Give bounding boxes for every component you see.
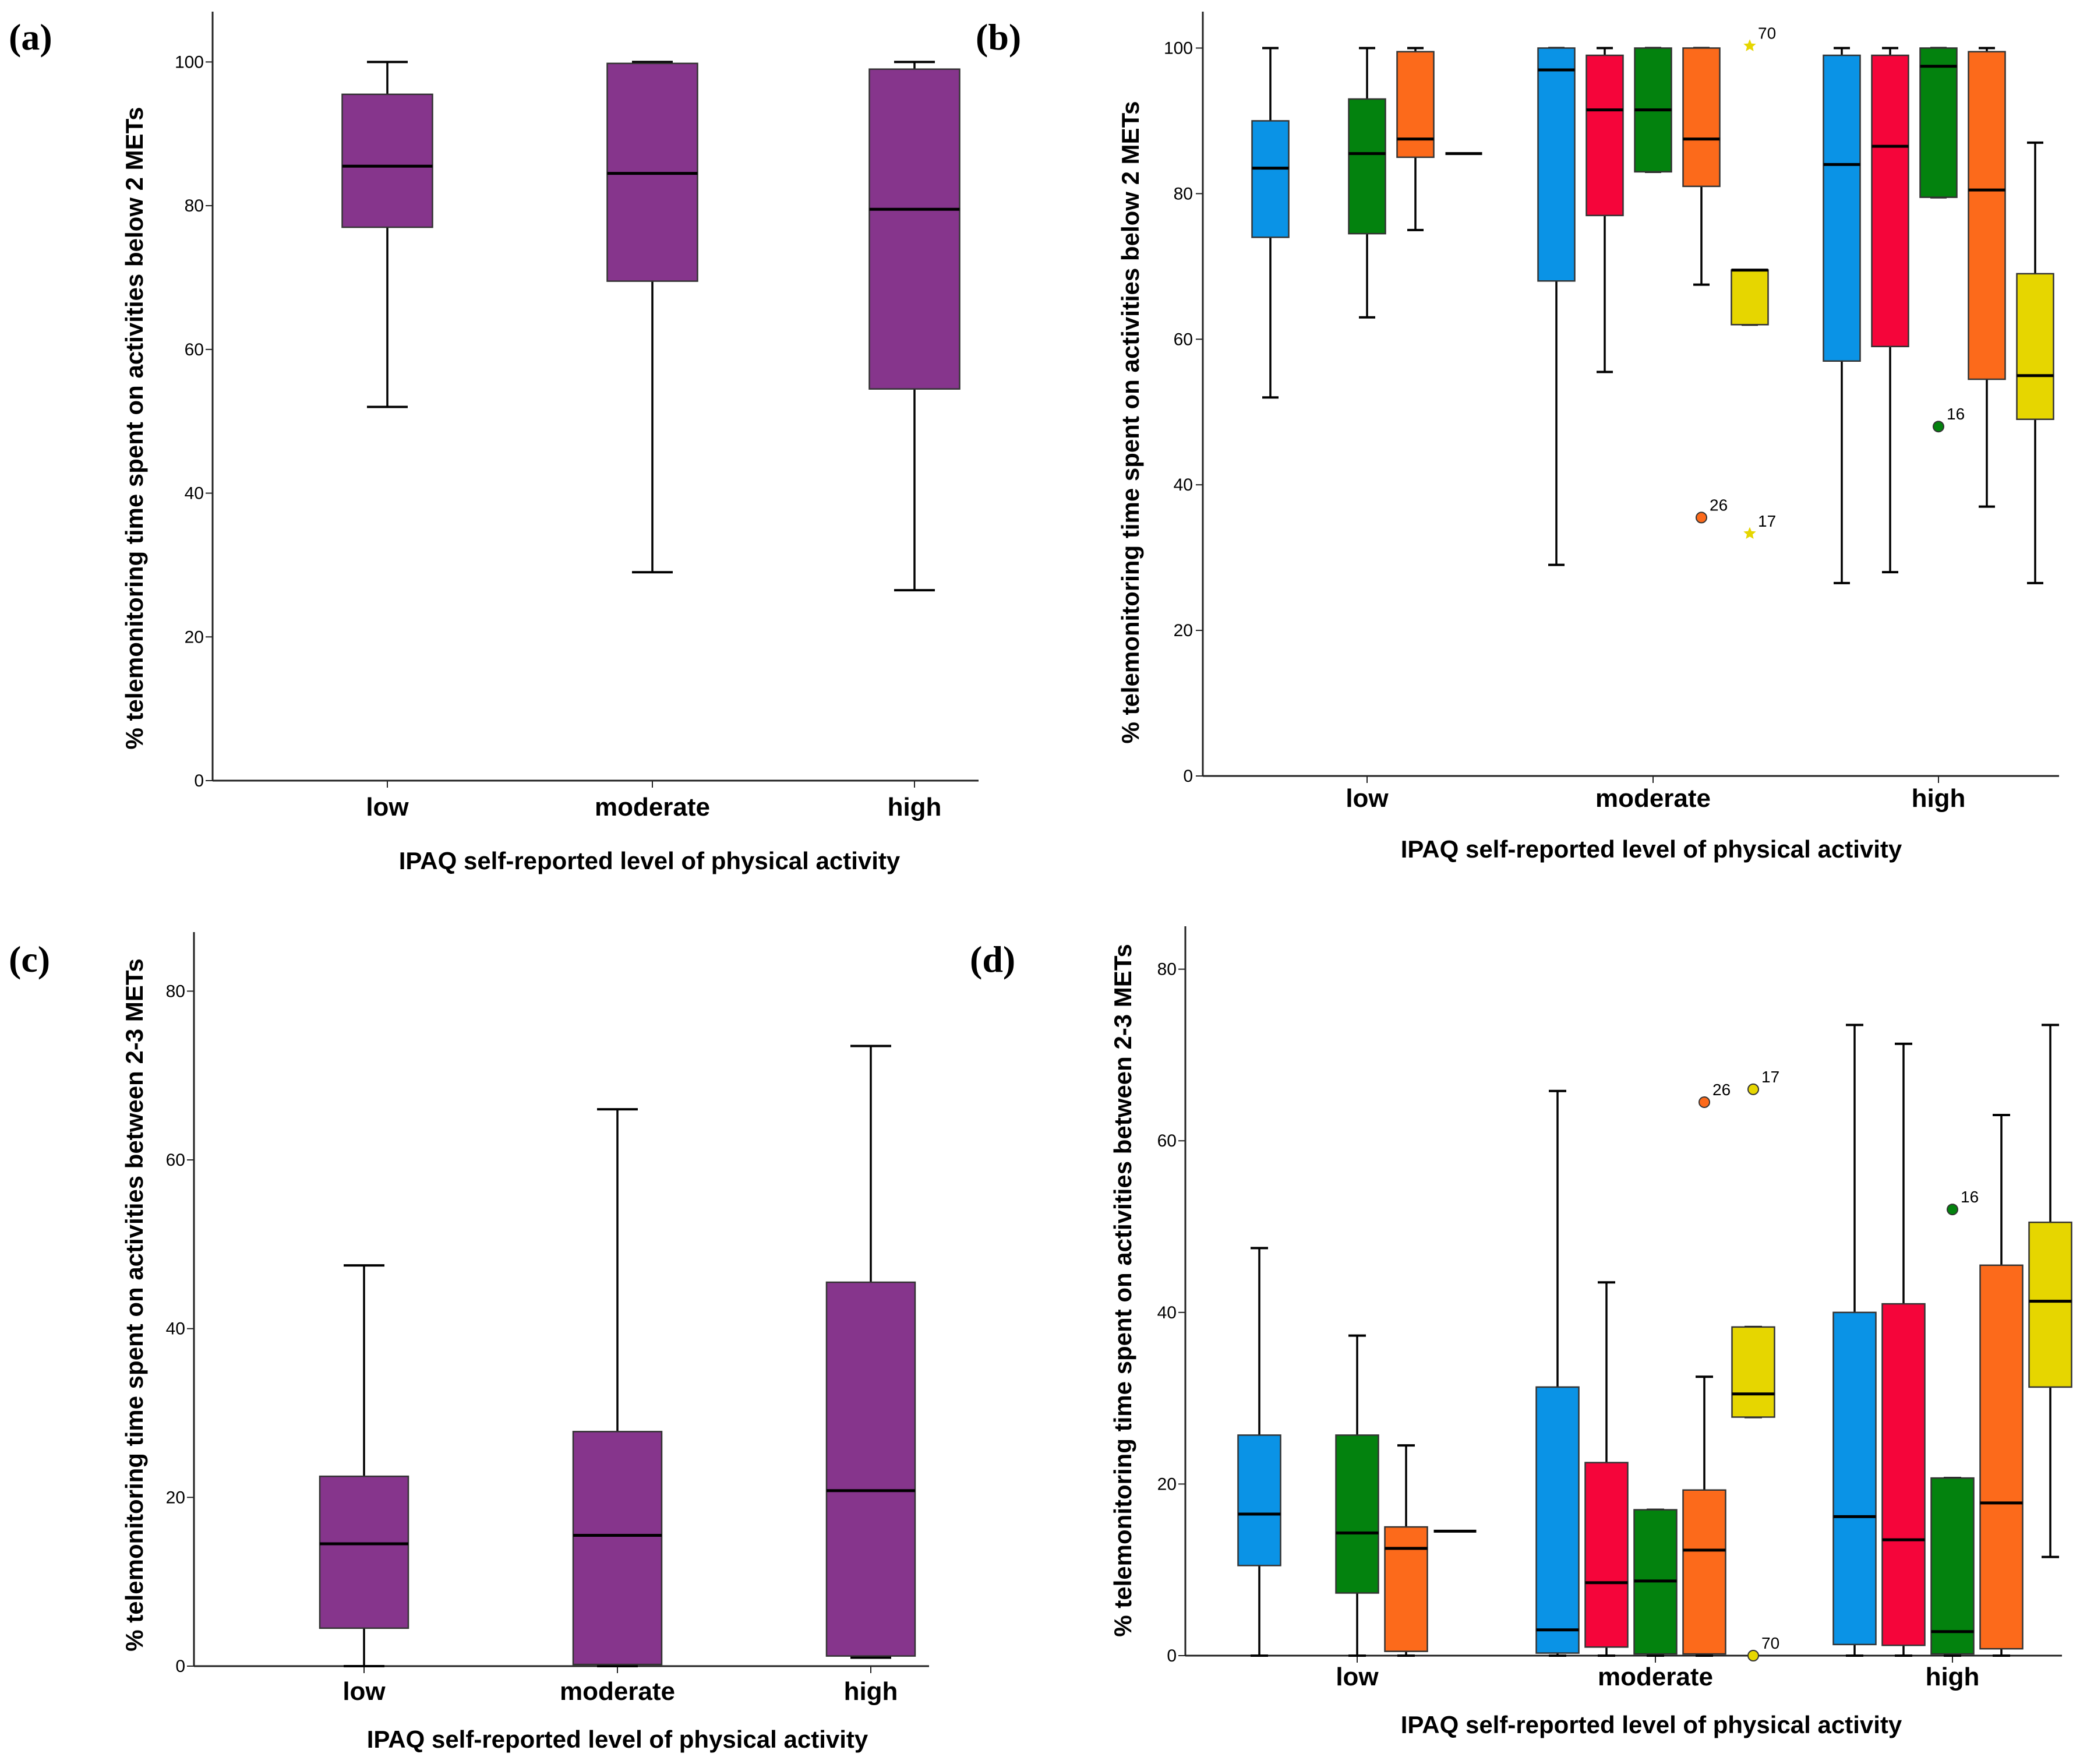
- y-tick-label: 80: [1174, 184, 1193, 203]
- box-orange: [1968, 51, 2006, 380]
- outlier-label: 17: [1758, 512, 1776, 530]
- y-tick-label: 60: [1174, 330, 1193, 349]
- box-purple: [572, 1431, 663, 1666]
- box-red: [1585, 54, 1624, 217]
- x-axis-title-b: IPAQ self-reported level of physical act…: [1401, 835, 1902, 863]
- y-tick-label: 60: [166, 1151, 185, 1170]
- outlier-point: [1747, 1650, 1759, 1661]
- box-red: [1584, 1462, 1629, 1648]
- box-blue: [1832, 1311, 1877, 1646]
- y-tick-label: 40: [1157, 1303, 1177, 1322]
- x-category-label: moderate: [560, 1677, 675, 1706]
- x-axis-title-d: IPAQ self-reported level of physical act…: [1401, 1711, 1902, 1738]
- y-tick-label: 40: [185, 484, 204, 503]
- outlier-label: 17: [1761, 1068, 1779, 1086]
- outlier-star: [1743, 527, 1756, 539]
- box-red: [1871, 54, 1909, 348]
- x-category-label: high: [1926, 1663, 1980, 1691]
- outlier-point: [1698, 1096, 1710, 1108]
- box-green: [1930, 1477, 1975, 1655]
- outlier-label: 16: [1961, 1188, 1979, 1206]
- outlier-label: 26: [1710, 496, 1728, 514]
- y-tick-label: 20: [185, 627, 204, 647]
- box-red: [1881, 1303, 1926, 1646]
- y-axis-title-b: % telemonitoring time spent on activitie…: [1117, 101, 1144, 743]
- box-blue: [1237, 1434, 1281, 1567]
- y-tick-label: 80: [166, 982, 185, 1001]
- box-green: [1335, 1434, 1379, 1594]
- box-orange: [1682, 1489, 1726, 1655]
- box-orange: [1979, 1264, 2024, 1650]
- y-tick-label: 80: [1157, 960, 1177, 979]
- x-axis-title-c: IPAQ self-reported level of physical act…: [367, 1726, 868, 1753]
- y-tick-label: 100: [1164, 38, 1193, 58]
- x-category-label: low: [1336, 1663, 1379, 1691]
- panel-d: (d) % telemonitoring time spent on activ…: [970, 926, 2072, 1738]
- panel-label-b: (b): [976, 16, 1021, 58]
- box-yellow: [2016, 273, 2054, 420]
- box-orange: [1682, 47, 1721, 188]
- y-axis-title-a: % telemonitoring time spent on activitie…: [121, 107, 148, 749]
- outlier-label: 70: [1761, 1634, 1779, 1652]
- box-blue: [1535, 1386, 1580, 1654]
- box-purple: [868, 68, 961, 390]
- x-category-label: high: [1912, 784, 1966, 813]
- outlier-point: [1947, 1204, 1958, 1216]
- x-category-label: low: [342, 1677, 386, 1706]
- outlier-label: 26: [1712, 1081, 1731, 1099]
- y-tick-label: 100: [175, 52, 204, 72]
- y-tick-label: 0: [1183, 767, 1193, 786]
- x-category-label: high: [888, 793, 942, 821]
- y-tick-label: 60: [1157, 1131, 1177, 1151]
- y-tick-label: 0: [194, 771, 204, 791]
- x-category-label: high: [844, 1677, 898, 1706]
- outlier-point: [1696, 511, 1707, 524]
- x-category-label: low: [366, 793, 409, 821]
- box-blue: [1537, 47, 1576, 282]
- y-tick-label: 80: [185, 196, 204, 216]
- x-axis-title-a: IPAQ self-reported level of physical act…: [399, 847, 901, 874]
- x-category-label: moderate: [595, 793, 710, 821]
- y-tick-label: 20: [166, 1488, 185, 1507]
- outlier-point: [1933, 421, 1944, 433]
- box-yellow: [2028, 1221, 2072, 1388]
- x-category-label: moderate: [1598, 1663, 1713, 1691]
- box-orange: [1384, 1526, 1428, 1652]
- box-orange: [1396, 51, 1435, 158]
- x-category-label: moderate: [1595, 784, 1711, 813]
- panel-a: (a) % telemonitoring time spent on activ…: [9, 12, 979, 874]
- y-tick-label: 40: [166, 1320, 185, 1339]
- panel-label-a: (a): [9, 16, 52, 58]
- y-tick-label: 40: [1174, 475, 1193, 495]
- box-green: [1919, 47, 1958, 198]
- box-green: [1348, 98, 1386, 235]
- box-blue: [1251, 120, 1290, 238]
- y-tick-label: 0: [175, 1657, 185, 1676]
- box-purple: [825, 1281, 916, 1657]
- y-tick-label: 0: [1167, 1646, 1177, 1666]
- y-axis-title-d: % telemonitoring time spent on activitie…: [1109, 944, 1136, 1636]
- y-tick-label: 60: [185, 340, 204, 359]
- y-tick-label: 20: [1157, 1474, 1177, 1494]
- panel-label-d: (d): [970, 939, 1015, 980]
- outlier-label: 16: [1947, 405, 1965, 423]
- outlier-label: 70: [1758, 24, 1776, 43]
- panel-label-c: (c): [9, 939, 50, 980]
- box-purple: [341, 93, 433, 228]
- box-yellow: [1731, 269, 1769, 326]
- y-axis-title-c: % telemonitoring time spent on activitie…: [121, 958, 148, 1651]
- x-category-label: low: [1346, 784, 1389, 813]
- box-blue: [1823, 54, 1861, 362]
- panel-c: (c) % telemonitoring time spent on activ…: [9, 932, 929, 1753]
- box-purple: [319, 1475, 409, 1629]
- box-yellow: [1731, 1326, 1775, 1418]
- y-tick-label: 20: [1174, 621, 1193, 640]
- panel-b: (b) % telemonitoring time spent on activ…: [976, 12, 2059, 863]
- outlier-star: [1743, 39, 1756, 51]
- outlier-point: [1747, 1083, 1759, 1095]
